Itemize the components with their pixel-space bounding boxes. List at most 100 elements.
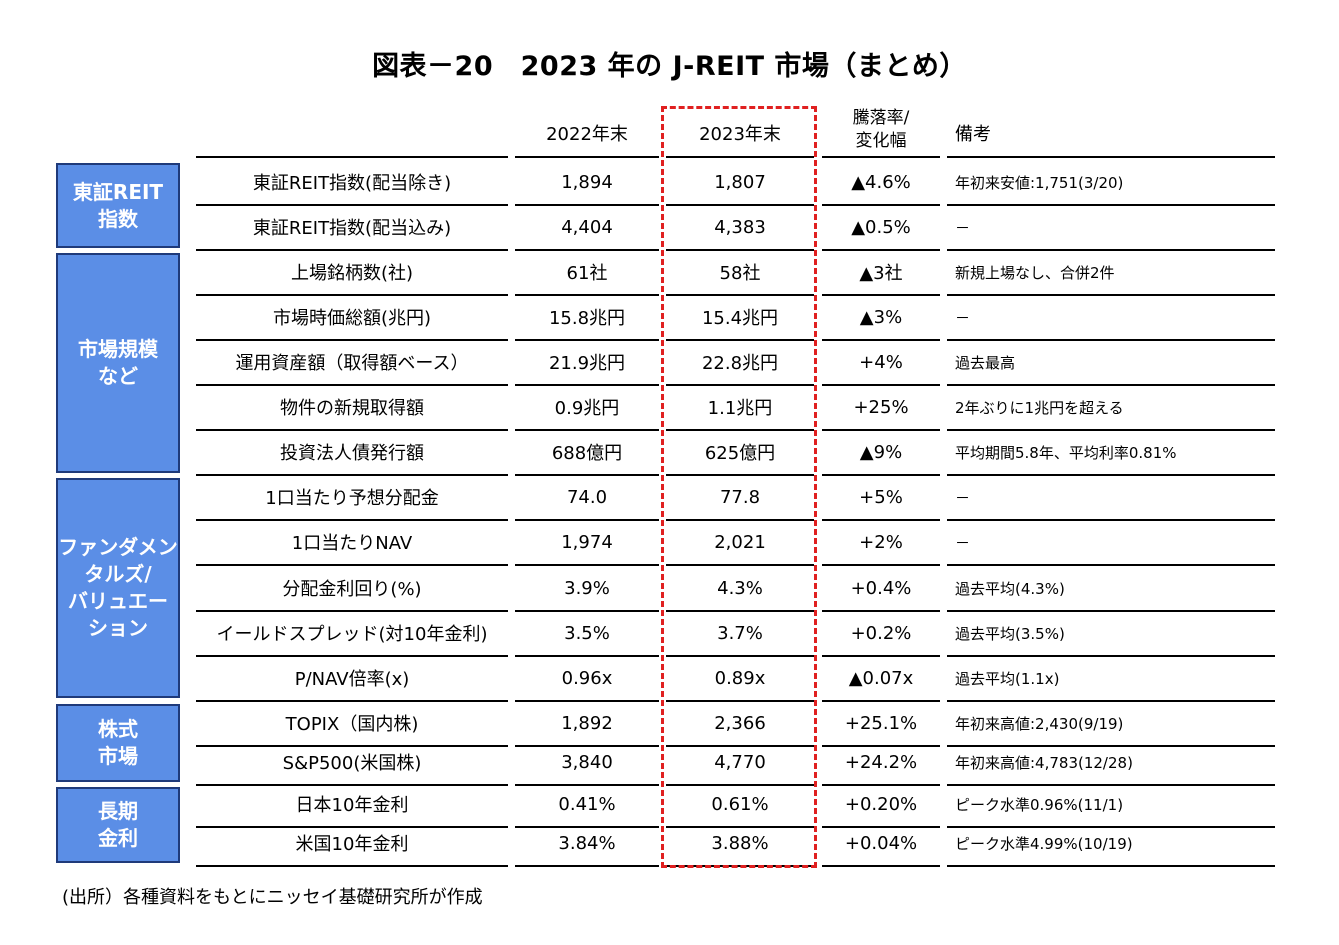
row-rule — [666, 384, 814, 386]
value-2022: 1,892 — [561, 712, 613, 734]
value-2022: 0.96x — [561, 667, 613, 689]
row-rule — [947, 519, 1275, 521]
row-rule — [666, 700, 814, 702]
row-rule — [515, 249, 659, 251]
row-rule — [822, 429, 940, 431]
value-2023: 3.7% — [717, 622, 763, 644]
row-rule — [822, 204, 940, 206]
row-rule — [666, 474, 814, 476]
row-rule — [515, 745, 659, 747]
row-rule — [947, 204, 1275, 206]
row-label: 日本10年金利 — [295, 795, 409, 816]
row-rule — [947, 784, 1275, 786]
row-rule — [196, 474, 508, 476]
note-text: 2年ぶりに1兆円を超える — [955, 398, 1124, 417]
row-rule — [196, 700, 508, 702]
row-label: 物件の新規取得額 — [280, 398, 424, 419]
row-rule — [822, 745, 940, 747]
note-text: 年初来高値:4,783(12/28) — [955, 753, 1133, 772]
row-rule — [947, 294, 1275, 296]
table-row: 日本10年金利 0.41% 0.61% +0.20% ピーク水準0.96%(11/1) — [0, 784, 1339, 828]
row-rule — [822, 519, 940, 521]
note-text: 過去平均(4.3%) — [955, 579, 1065, 598]
row-rule — [515, 784, 659, 786]
row-label: 1口当たりNAV — [291, 533, 413, 554]
row-rule — [515, 474, 659, 476]
value-2023: 2,366 — [714, 712, 766, 734]
value-2023: 4,383 — [714, 216, 766, 238]
header-rule-2023 — [666, 156, 814, 158]
row-rule — [196, 249, 508, 251]
change-value: ▲3% — [859, 306, 903, 328]
row-rule — [947, 655, 1275, 657]
row-rule — [666, 429, 814, 431]
header-change: 騰落率/ 変化幅 — [822, 107, 940, 153]
row-label: TOPIX（国内株) — [285, 714, 419, 735]
value-2023: 22.8兆円 — [701, 353, 779, 374]
row-rule — [666, 655, 814, 657]
change-value: ▲3社 — [859, 263, 903, 284]
row-rule — [822, 865, 940, 867]
change-value: +0.20% — [844, 793, 918, 815]
row-rule — [947, 429, 1275, 431]
row-rule — [196, 610, 508, 612]
row-rule — [666, 826, 814, 828]
row-rule — [196, 655, 508, 657]
row-rule — [515, 294, 659, 296]
value-2022: 74.0 — [566, 486, 608, 508]
value-2022: 0.9兆円 — [554, 398, 620, 419]
category-fundamentals: ファンダメン タルズ/ バリュエー ション — [56, 478, 180, 698]
note-text: 平均期間5.8年、平均利率0.81% — [955, 443, 1177, 462]
value-2022: 688億円 — [551, 443, 623, 464]
row-rule — [947, 249, 1275, 251]
row-rule — [822, 655, 940, 657]
row-rule — [515, 204, 659, 206]
row-label: 運用資産額（取得額ベース） — [235, 353, 469, 374]
note-text: ピーク水準0.96%(11/1) — [955, 795, 1124, 814]
value-2023: 15.4兆円 — [701, 308, 779, 329]
value-2022: 0.41% — [558, 793, 616, 815]
note-text: － — [955, 488, 971, 507]
row-rule — [947, 610, 1275, 612]
row-rule — [822, 610, 940, 612]
value-2023: 1,807 — [714, 171, 766, 193]
change-value: +24.2% — [844, 751, 918, 773]
table-row: S&P500(米国株) 3,840 4,770 +24.2% 年初来高値:4,783(1… — [0, 742, 1339, 786]
note-text: 過去最高 — [955, 353, 1016, 372]
row-rule — [196, 429, 508, 431]
value-2023: 1.1兆円 — [707, 398, 773, 419]
row-rule — [515, 826, 659, 828]
row-rule — [196, 745, 508, 747]
header-rule-2022 — [515, 156, 659, 158]
row-rule — [666, 564, 814, 566]
row-rule — [822, 384, 940, 386]
value-2022: 3.9% — [564, 577, 610, 599]
change-value: +25.1% — [844, 712, 918, 734]
row-rule — [822, 784, 940, 786]
row-rule — [196, 564, 508, 566]
table-row: 分配金利回り(%) 3.9% 4.3% +0.4% 過去平均(4.3%) — [0, 568, 1339, 612]
change-value: +0.4% — [850, 577, 912, 599]
row-rule — [822, 564, 940, 566]
row-rule — [666, 745, 814, 747]
row-label: 東証REIT指数(配当除き) — [252, 173, 452, 194]
change-value: ▲0.07x — [848, 667, 914, 689]
change-value: +0.2% — [850, 622, 912, 644]
row-label: 市場時価総額(兆円) — [272, 308, 432, 329]
table-row: イールドスプレッド(対10年金利) 3.5% 3.7% +0.2% 過去平均(3.5%) — [0, 613, 1339, 657]
row-rule — [947, 826, 1275, 828]
note-text: － — [955, 218, 971, 237]
header-rule-note — [947, 156, 1275, 158]
row-rule — [515, 339, 659, 341]
change-value: +25% — [853, 396, 909, 418]
table-row: 市場時価総額(兆円) 15.8兆円 15.4兆円 ▲3% － — [0, 297, 1339, 341]
change-value: ▲9% — [859, 441, 903, 463]
row-rule — [515, 519, 659, 521]
change-value: +5% — [859, 486, 903, 508]
table-row: 投資法人債発行額 688億円 625億円 ▲9% 平均期間5.8年、平均利率0.81% — [0, 432, 1339, 476]
note-text: 年初来安値:1,751(3/20) — [955, 173, 1124, 192]
row-rule — [666, 249, 814, 251]
row-label: 1口当たり予想分配金 — [265, 488, 439, 509]
row-rule — [666, 519, 814, 521]
row-rule — [822, 700, 940, 702]
